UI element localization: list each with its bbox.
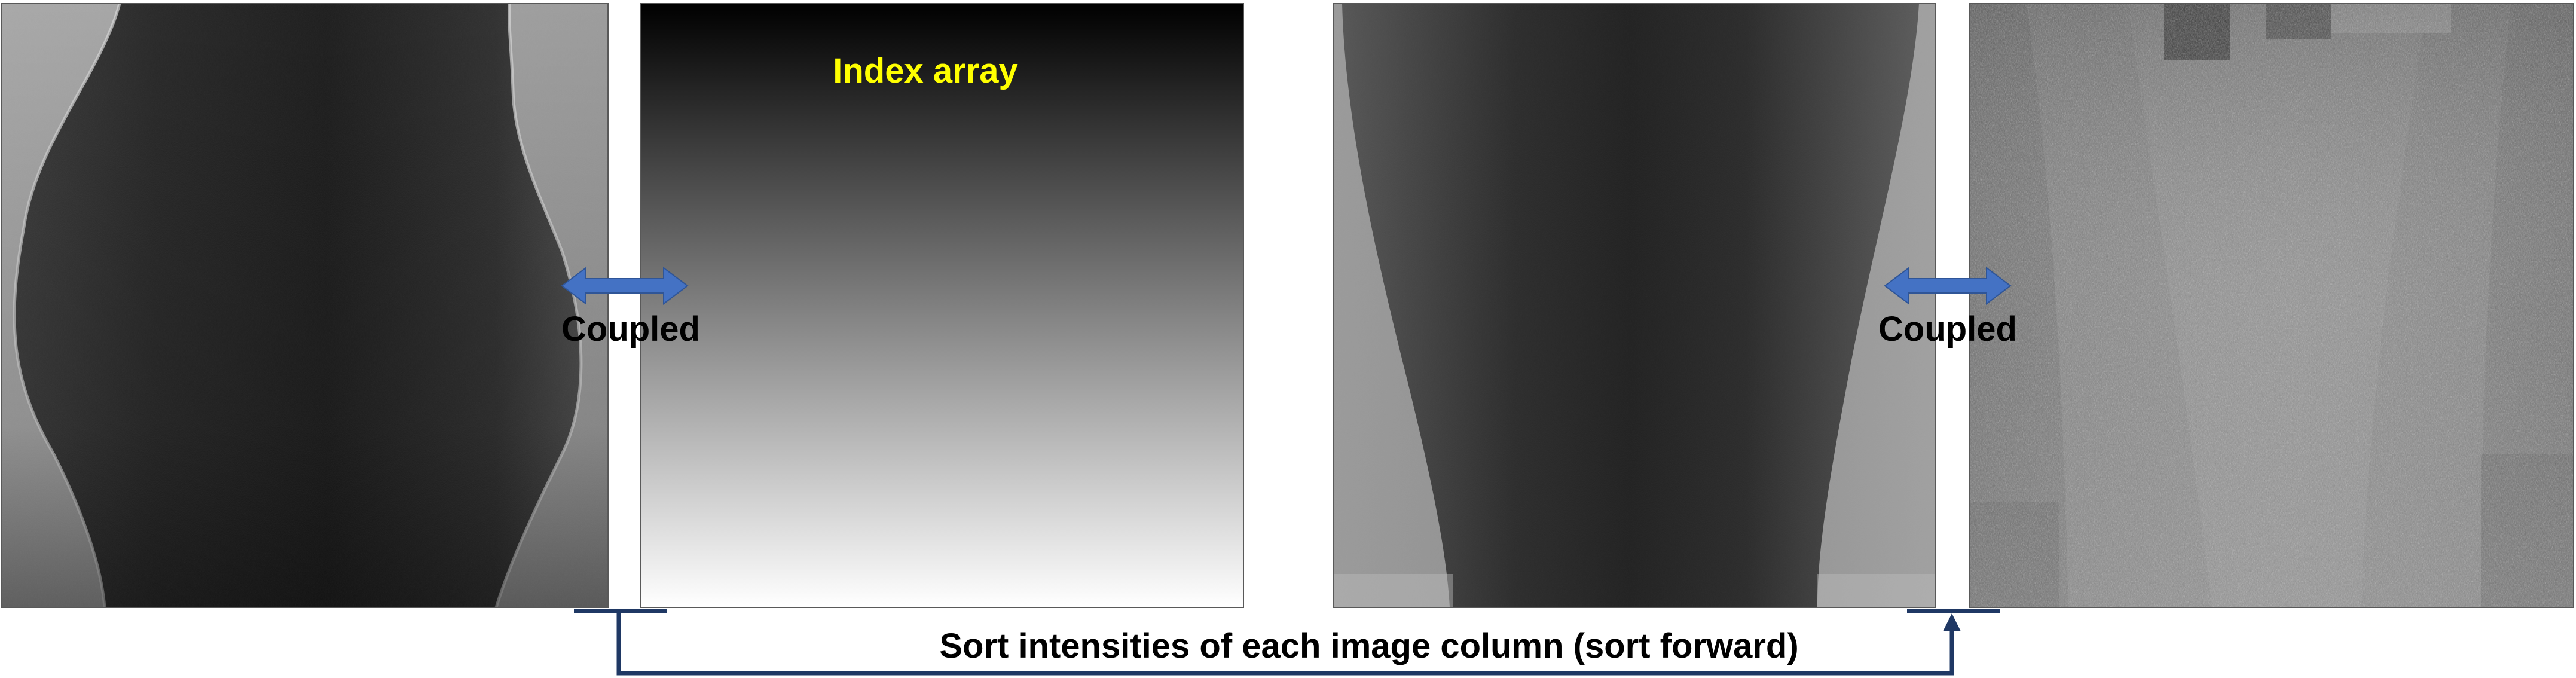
coupling-label: Coupled <box>1878 310 2017 349</box>
sinogram-sorted-panel <box>1333 3 1936 608</box>
double-arrow-icon <box>1884 267 2012 305</box>
arrow-head-icon <box>1943 613 1961 631</box>
sort-forward-connector: Sort intensities of each image column (s… <box>574 609 2000 676</box>
sinogram-original-panel <box>1 3 609 608</box>
index-sorted-panel <box>1969 3 2574 608</box>
coupling-2: Coupled <box>1878 267 2017 349</box>
sort-step-label: Sort intensities of each image column (s… <box>939 627 1798 665</box>
double-arrow-icon <box>561 267 689 305</box>
coupling-label: Coupled <box>561 310 700 349</box>
coupling-1: Coupled <box>561 267 700 349</box>
index-array-title: Index array <box>833 51 1018 90</box>
index-array-panel: Index array <box>640 3 1244 608</box>
